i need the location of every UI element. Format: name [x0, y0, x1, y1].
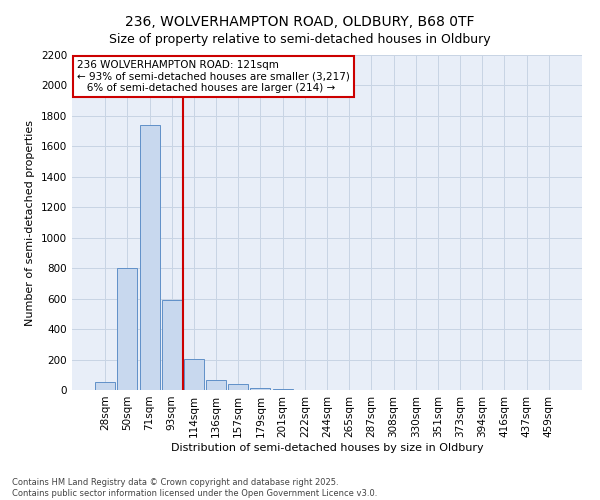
- Text: 236, WOLVERHAMPTON ROAD, OLDBURY, B68 0TF: 236, WOLVERHAMPTON ROAD, OLDBURY, B68 0T…: [125, 15, 475, 29]
- Bar: [206, 380, 226, 390]
- Text: Size of property relative to semi-detached houses in Oldbury: Size of property relative to semi-detach…: [109, 32, 491, 46]
- Bar: [140, 125, 160, 390]
- Bar: [272, 389, 293, 390]
- Bar: [95, 382, 115, 390]
- Bar: [250, 388, 271, 390]
- Y-axis label: Number of semi-detached properties: Number of semi-detached properties: [25, 120, 35, 326]
- Bar: [228, 384, 248, 390]
- Bar: [184, 359, 204, 390]
- Text: Contains HM Land Registry data © Crown copyright and database right 2025.
Contai: Contains HM Land Registry data © Crown c…: [12, 478, 377, 498]
- Text: 236 WOLVERHAMPTON ROAD: 121sqm
← 93% of semi-detached houses are smaller (3,217): 236 WOLVERHAMPTON ROAD: 121sqm ← 93% of …: [77, 60, 350, 93]
- Bar: [162, 300, 182, 390]
- Bar: [118, 268, 137, 390]
- X-axis label: Distribution of semi-detached houses by size in Oldbury: Distribution of semi-detached houses by …: [170, 442, 484, 452]
